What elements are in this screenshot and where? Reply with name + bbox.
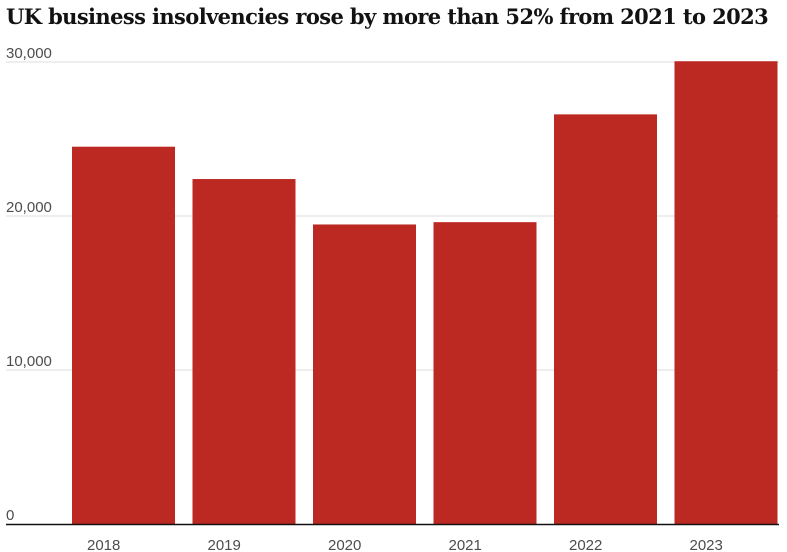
- chart-title: UK business insolvencies rose by more th…: [6, 4, 769, 29]
- bars: [72, 61, 778, 525]
- x-tick-label: 2019: [208, 537, 241, 552]
- bar-2018: [72, 146, 175, 524]
- x-tick-label: 2020: [328, 537, 361, 552]
- axis-labels: 0 10,000 20,000 30,000 2018 2019 2020 2021 2022 2…: [6, 45, 723, 552]
- bar-2019: [192, 179, 296, 525]
- bar-2020: [313, 224, 416, 524]
- bar-2022: [554, 114, 657, 525]
- y-tick-label: 30,000: [6, 45, 52, 62]
- bar-2021: [433, 222, 537, 524]
- y-tick-label: 0: [6, 507, 14, 524]
- y-tick-label: 10,000: [6, 353, 52, 370]
- x-tick-label: 2021: [449, 537, 482, 552]
- x-tick-label: 2023: [690, 537, 723, 552]
- x-tick-label: 2018: [87, 537, 120, 552]
- y-tick-label: 20,000: [6, 199, 52, 216]
- bar-2023: [674, 61, 778, 524]
- x-tick-label: 2022: [569, 537, 602, 552]
